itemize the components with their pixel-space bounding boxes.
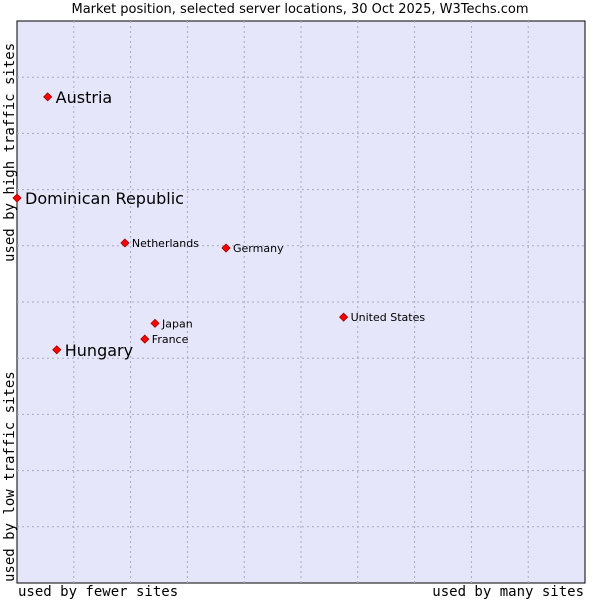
data-point-marker: [221, 243, 231, 253]
data-point-label-hungary: Hungary: [65, 341, 133, 360]
data-point-label-japan: Japan: [161, 317, 193, 330]
data-point-marker: [150, 318, 160, 328]
data-point-label-dominican-republic: Dominican Republic: [25, 189, 184, 208]
data-point-label-netherlands: Netherlands: [132, 237, 199, 250]
y-axis-label-low: used by low traffic sites: [2, 371, 18, 582]
x-axis-label-high: used by many sites: [432, 584, 584, 600]
data-point-marker: [52, 345, 62, 355]
data-point-marker: [339, 312, 349, 322]
data-point-marker: [43, 92, 53, 102]
data-point-label-united-states: United States: [351, 311, 426, 324]
data-point-label-germany: Germany: [233, 242, 284, 255]
y-axis-label-high: used by high traffic sites: [2, 42, 18, 262]
data-point-marker: [140, 334, 150, 344]
data-point-label-france: France: [152, 333, 189, 346]
data-point-marker: [12, 193, 22, 203]
chart-title: Market position, selected server locatio…: [71, 2, 529, 17]
data-point-marker: [120, 238, 130, 248]
data-point-label-austria: Austria: [56, 88, 113, 107]
x-axis-label-low: used by fewer sites: [18, 584, 179, 600]
